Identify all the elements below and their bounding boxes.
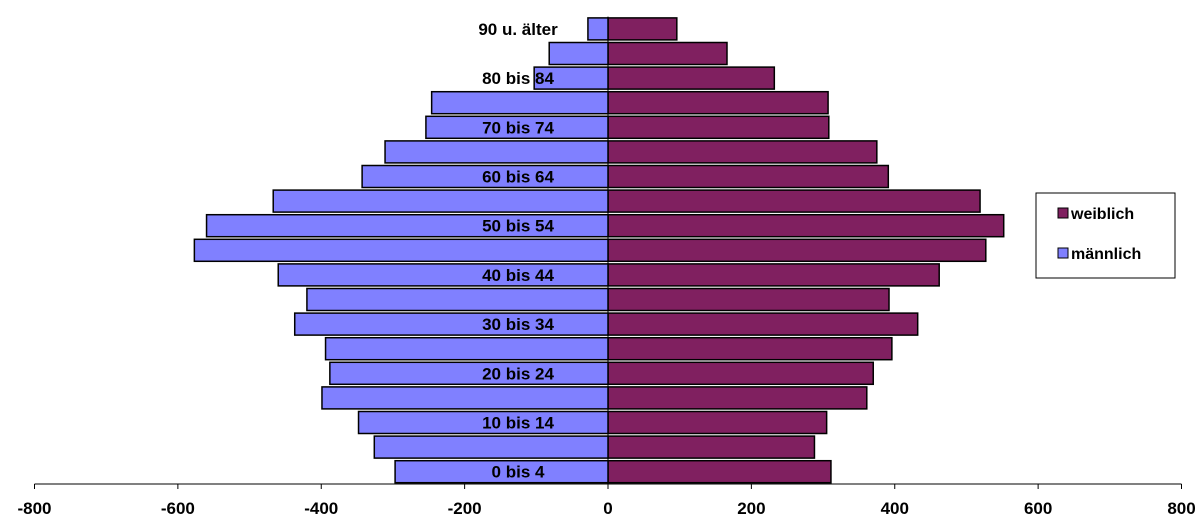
- bar-weiblich-13: [607, 140, 878, 164]
- bar-weiblich-3: [607, 386, 868, 410]
- legend: weiblich männlich: [1035, 192, 1176, 279]
- bar-weiblich-11: [607, 189, 981, 213]
- category-label: 50 bis 54: [482, 217, 554, 236]
- bar-maennlich-7: [306, 287, 609, 312]
- x-tick-label: 200: [737, 499, 765, 518]
- bar-weiblich-10: [607, 213, 1005, 238]
- category-label: 10 bis 14: [482, 414, 554, 433]
- legend-swatch-weiblich: [1057, 207, 1069, 219]
- bar-maennlich-13: [384, 140, 609, 164]
- bar-weiblich-18: [607, 17, 678, 41]
- bar-maennlich-18: [587, 17, 609, 41]
- x-tick-label: -800: [17, 499, 51, 518]
- bar-weiblich-12: [607, 164, 890, 189]
- category-label: 30 bis 34: [482, 315, 554, 334]
- bar-maennlich-17: [548, 41, 609, 66]
- category-label: 0 bis 4: [492, 463, 545, 482]
- bar-weiblich-14: [607, 115, 830, 140]
- bar-weiblich-17: [607, 41, 728, 66]
- bar-weiblich-6: [607, 312, 919, 336]
- legend-swatch-maennlich: [1057, 247, 1069, 259]
- bars-layer: [193, 17, 1005, 484]
- bar-maennlich-15: [430, 90, 609, 115]
- bar-weiblich-1: [607, 435, 816, 459]
- category-label: 20 bis 24: [482, 364, 554, 383]
- bar-weiblich-8: [607, 263, 940, 287]
- bar-weiblich-16: [607, 66, 776, 90]
- bar-maennlich-8: [277, 263, 609, 287]
- category-label: 60 bis 64: [482, 168, 554, 187]
- legend-box: [1035, 192, 1176, 279]
- bar-weiblich-0: [607, 459, 832, 484]
- bar-maennlich-5: [324, 336, 609, 361]
- bar-maennlich-11: [272, 189, 609, 213]
- x-tick-label: 600: [1024, 499, 1052, 518]
- x-tick-label: -400: [304, 499, 338, 518]
- x-axis: -800 -600 -400 -200 0 200 400 600 800: [17, 16, 1196, 518]
- legend-label-maennlich: männlich: [1071, 246, 1141, 263]
- x-tick-label: 400: [881, 499, 909, 518]
- x-tick-label: -600: [161, 499, 195, 518]
- bar-maennlich-6: [293, 312, 609, 336]
- bar-weiblich-5: [607, 336, 893, 361]
- bar-maennlich-1: [373, 435, 609, 459]
- category-label: 80 bis 84: [482, 69, 554, 88]
- legend-label-weiblich: weiblich: [1070, 206, 1134, 223]
- category-label: 90 u. älter: [478, 20, 558, 39]
- bar-maennlich-4: [329, 361, 609, 386]
- bar-weiblich-15: [607, 90, 829, 115]
- category-labels-layer: 0 bis 4 10 bis 14 20 bis 24 30 bis 34 40 bis…: [478, 20, 558, 482]
- bar-weiblich-7: [607, 287, 890, 312]
- x-tick-label: -200: [448, 499, 482, 518]
- category-label: 40 bis 44: [482, 266, 554, 285]
- bar-maennlich-3: [321, 386, 609, 410]
- bar-weiblich-2: [607, 410, 828, 435]
- x-tick-label: 800: [1167, 499, 1195, 518]
- bar-weiblich-4: [607, 361, 874, 386]
- bar-maennlich-9: [193, 238, 609, 263]
- category-label: 70 bis 74: [482, 118, 554, 137]
- x-tick-label: 0: [603, 499, 612, 518]
- bar-weiblich-9: [607, 238, 987, 263]
